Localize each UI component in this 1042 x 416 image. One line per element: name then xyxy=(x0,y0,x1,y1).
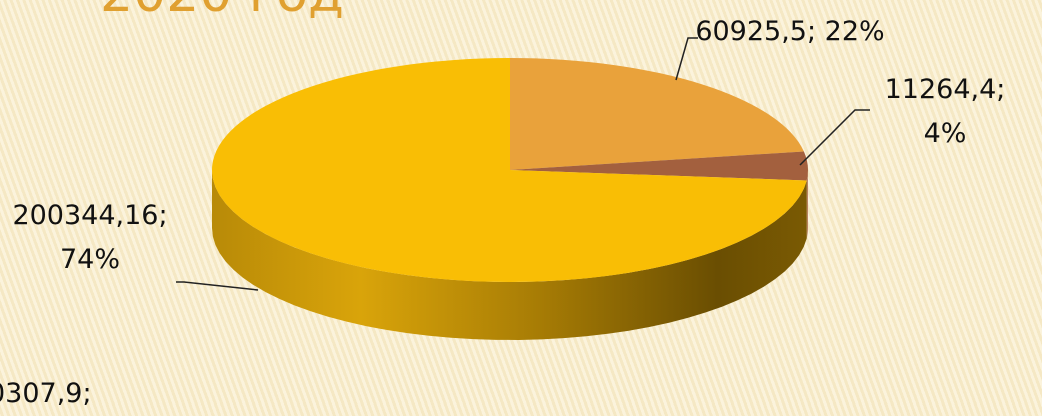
pie xyxy=(211,58,808,340)
leader-line xyxy=(675,37,698,81)
chart xyxy=(176,37,870,340)
pie-slice xyxy=(510,58,804,170)
annotation: 0307,9; xyxy=(0,378,92,409)
slice-side xyxy=(212,170,807,340)
slice-side xyxy=(806,170,808,239)
data-label: 11264,4; 4% xyxy=(884,74,1006,149)
pie-slice xyxy=(510,151,808,181)
data-label: 200344,16; 74% xyxy=(12,200,168,275)
chart-title: 2020 год xyxy=(100,0,344,24)
data-label: 60925,5; 22% xyxy=(695,16,885,47)
pie-slice xyxy=(211,58,807,283)
leader-line xyxy=(176,281,259,291)
leader-line xyxy=(799,109,870,166)
leader-lines xyxy=(176,37,870,291)
